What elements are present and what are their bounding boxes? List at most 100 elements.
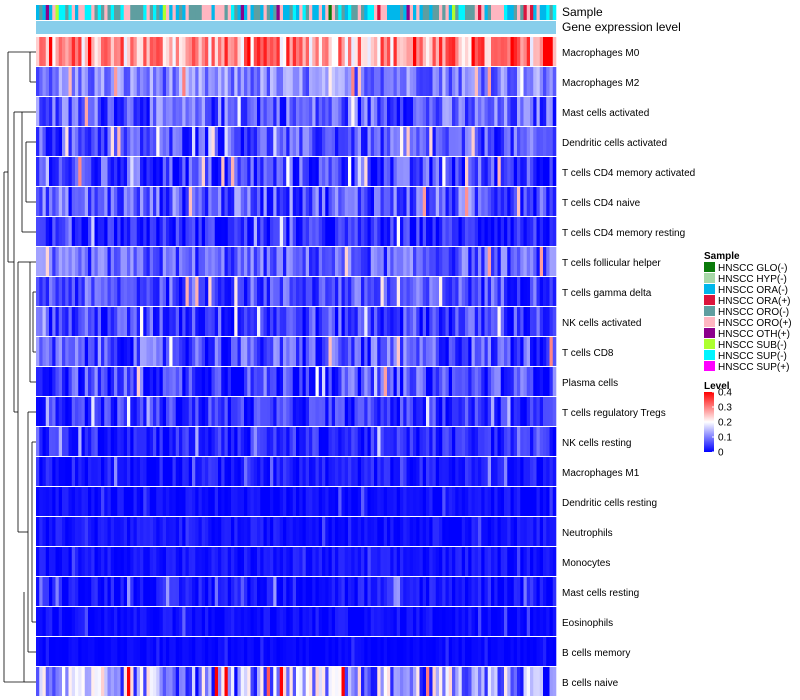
heatmap-cell	[504, 217, 508, 246]
heatmap-cell	[484, 457, 489, 486]
heatmap-cell	[458, 277, 463, 306]
heatmap-cell	[62, 487, 66, 516]
heatmap-cell	[370, 397, 375, 426]
heatmap-cell	[406, 37, 411, 66]
heatmap-cell	[357, 547, 362, 576]
sample-track-cell	[273, 5, 277, 20]
heatmap-cell	[328, 127, 333, 156]
heatmap-cell	[468, 667, 472, 696]
heatmap-cell	[315, 127, 320, 156]
heatmap-cell	[81, 577, 86, 606]
heatmap-cell	[179, 367, 183, 396]
heatmap-cell	[513, 37, 518, 66]
heatmap-cell	[231, 517, 235, 546]
heatmap-cell	[175, 307, 180, 336]
heatmap-cell	[84, 217, 89, 246]
heatmap-cell	[234, 307, 238, 336]
heatmap-cell	[517, 247, 521, 276]
heatmap-cell	[234, 487, 238, 516]
heatmap-cell	[149, 277, 154, 306]
sample-track-cell	[195, 5, 199, 20]
heatmap-cell	[276, 547, 281, 576]
heatmap-cell	[52, 427, 56, 456]
heatmap-cell	[244, 397, 248, 426]
heatmap-cell	[78, 187, 82, 216]
heatmap-cell	[533, 127, 537, 156]
heatmap-cell	[208, 427, 212, 456]
heatmap-cell	[338, 487, 342, 516]
heatmap-cell	[185, 607, 190, 636]
heatmap-cell	[413, 637, 417, 666]
heatmap-cell	[335, 277, 339, 306]
heatmap-cell	[156, 457, 160, 486]
heatmap-cell	[426, 397, 430, 426]
heatmap-cell	[497, 187, 502, 216]
heatmap-cell	[205, 427, 209, 456]
sample-track-cell	[45, 5, 50, 20]
heatmap-cell	[266, 247, 271, 276]
heatmap-cell	[517, 637, 521, 666]
heatmap-cell	[439, 307, 443, 336]
heatmap-cell	[68, 667, 73, 696]
heatmap-cell	[188, 97, 193, 126]
heatmap-cell	[263, 157, 268, 186]
heatmap-cell	[214, 37, 219, 66]
heatmap-cell	[166, 427, 170, 456]
heatmap-cell	[461, 217, 466, 246]
heatmap-cell	[143, 487, 147, 516]
heatmap-cell	[123, 607, 128, 636]
heatmap-cell	[523, 307, 528, 336]
heatmap-cell	[530, 67, 534, 96]
heatmap-cell	[520, 337, 524, 366]
heatmap-cell	[513, 517, 518, 546]
heatmap-cell	[68, 127, 73, 156]
heatmap-cell	[75, 397, 79, 426]
heatmap-cell	[539, 127, 544, 156]
heatmap-cell	[130, 37, 134, 66]
heatmap-cell	[55, 157, 60, 186]
heatmap-cell	[396, 97, 401, 126]
heatmap-cell	[45, 577, 50, 606]
heatmap-cell	[81, 67, 86, 96]
heatmap-cell	[266, 97, 271, 126]
heatmap-cell	[101, 157, 105, 186]
heatmap-cell	[354, 457, 359, 486]
heatmap-cell	[328, 487, 333, 516]
heatmap-cell	[465, 247, 469, 276]
heatmap-cell	[351, 397, 355, 426]
heatmap-cell	[367, 307, 372, 336]
heatmap-cell	[78, 37, 82, 66]
heatmap-cell	[55, 367, 60, 396]
sample-track-cell	[448, 5, 453, 20]
heatmap-cell	[484, 427, 489, 456]
heatmap-cell	[260, 337, 264, 366]
heatmap-cell	[289, 607, 294, 636]
heatmap-cell	[361, 667, 365, 696]
heatmap-cell	[416, 97, 420, 126]
heatmap-cell	[62, 187, 66, 216]
heatmap-cell	[416, 547, 420, 576]
heatmap-cell	[75, 97, 79, 126]
sample-track-cell	[452, 5, 456, 20]
heatmap-cell	[71, 607, 76, 636]
heatmap-cell	[36, 427, 40, 456]
heatmap-cell	[286, 67, 290, 96]
heatmap-cell	[257, 397, 261, 426]
heatmap-cell	[214, 367, 219, 396]
heatmap-cell	[435, 577, 440, 606]
heatmap-cell	[429, 637, 433, 666]
heatmap-cell	[500, 157, 505, 186]
sample-track-cell	[221, 5, 225, 20]
heatmap-cell	[211, 457, 216, 486]
heatmap-cell	[71, 217, 76, 246]
heatmap-cell	[276, 97, 281, 126]
heatmap-cell	[445, 217, 450, 246]
heatmap-cell	[448, 67, 453, 96]
heatmap-cell	[127, 67, 131, 96]
heatmap-cell	[84, 547, 89, 576]
heatmap-cell	[224, 187, 229, 216]
heatmap-cell	[296, 607, 300, 636]
sample-track-cell	[367, 5, 372, 20]
heatmap-cell	[231, 67, 235, 96]
heatmap-cell	[296, 277, 300, 306]
